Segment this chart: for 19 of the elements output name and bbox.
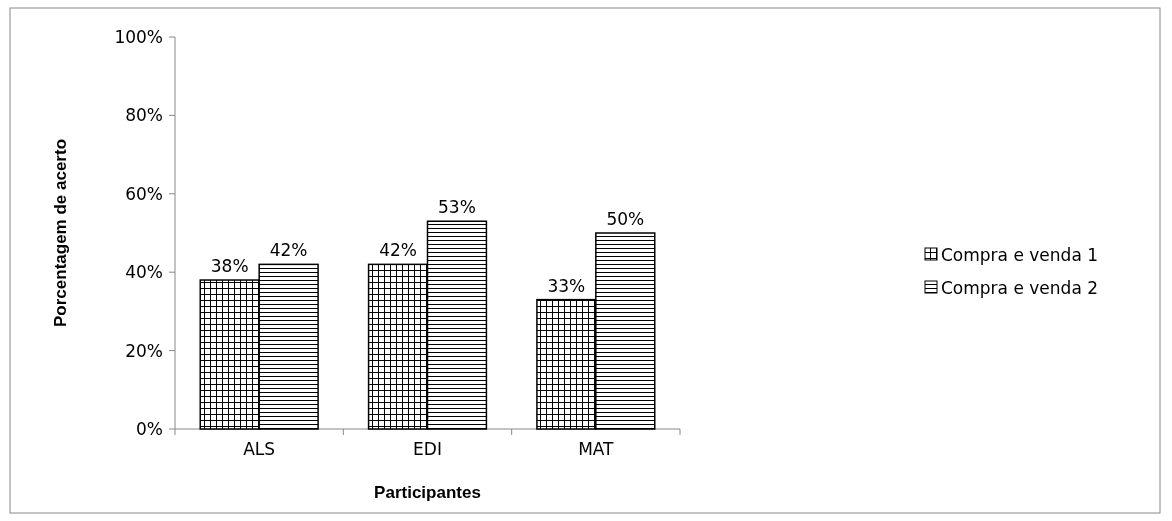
y-tick-label: 100% xyxy=(114,26,163,47)
data-label: 50% xyxy=(606,209,645,229)
data-label: 42% xyxy=(379,240,417,261)
y-tick-label: 40% xyxy=(125,262,163,283)
y-tick-label: 80% xyxy=(125,105,163,126)
legend-label: Compra e venda 2 xyxy=(941,277,1099,298)
y-tick-label: 60% xyxy=(125,183,163,204)
data-label: 33% xyxy=(547,275,586,296)
x-tick-label: MAT xyxy=(578,439,615,459)
y-axis-title: Porcentagem de acerto xyxy=(51,138,70,328)
y-tick-label: 20% xyxy=(125,340,163,361)
legend-label: Compra e venda 1 xyxy=(941,244,1099,265)
x-tick-label: ALS xyxy=(243,439,276,459)
data-label: 53% xyxy=(438,197,476,218)
x-tick-label: EDI xyxy=(413,439,442,459)
data-label: 38% xyxy=(210,256,249,277)
data-label: 42% xyxy=(269,240,308,261)
x-axis-title: Participantes xyxy=(374,483,481,502)
y-tick-label: 0% xyxy=(136,418,163,439)
